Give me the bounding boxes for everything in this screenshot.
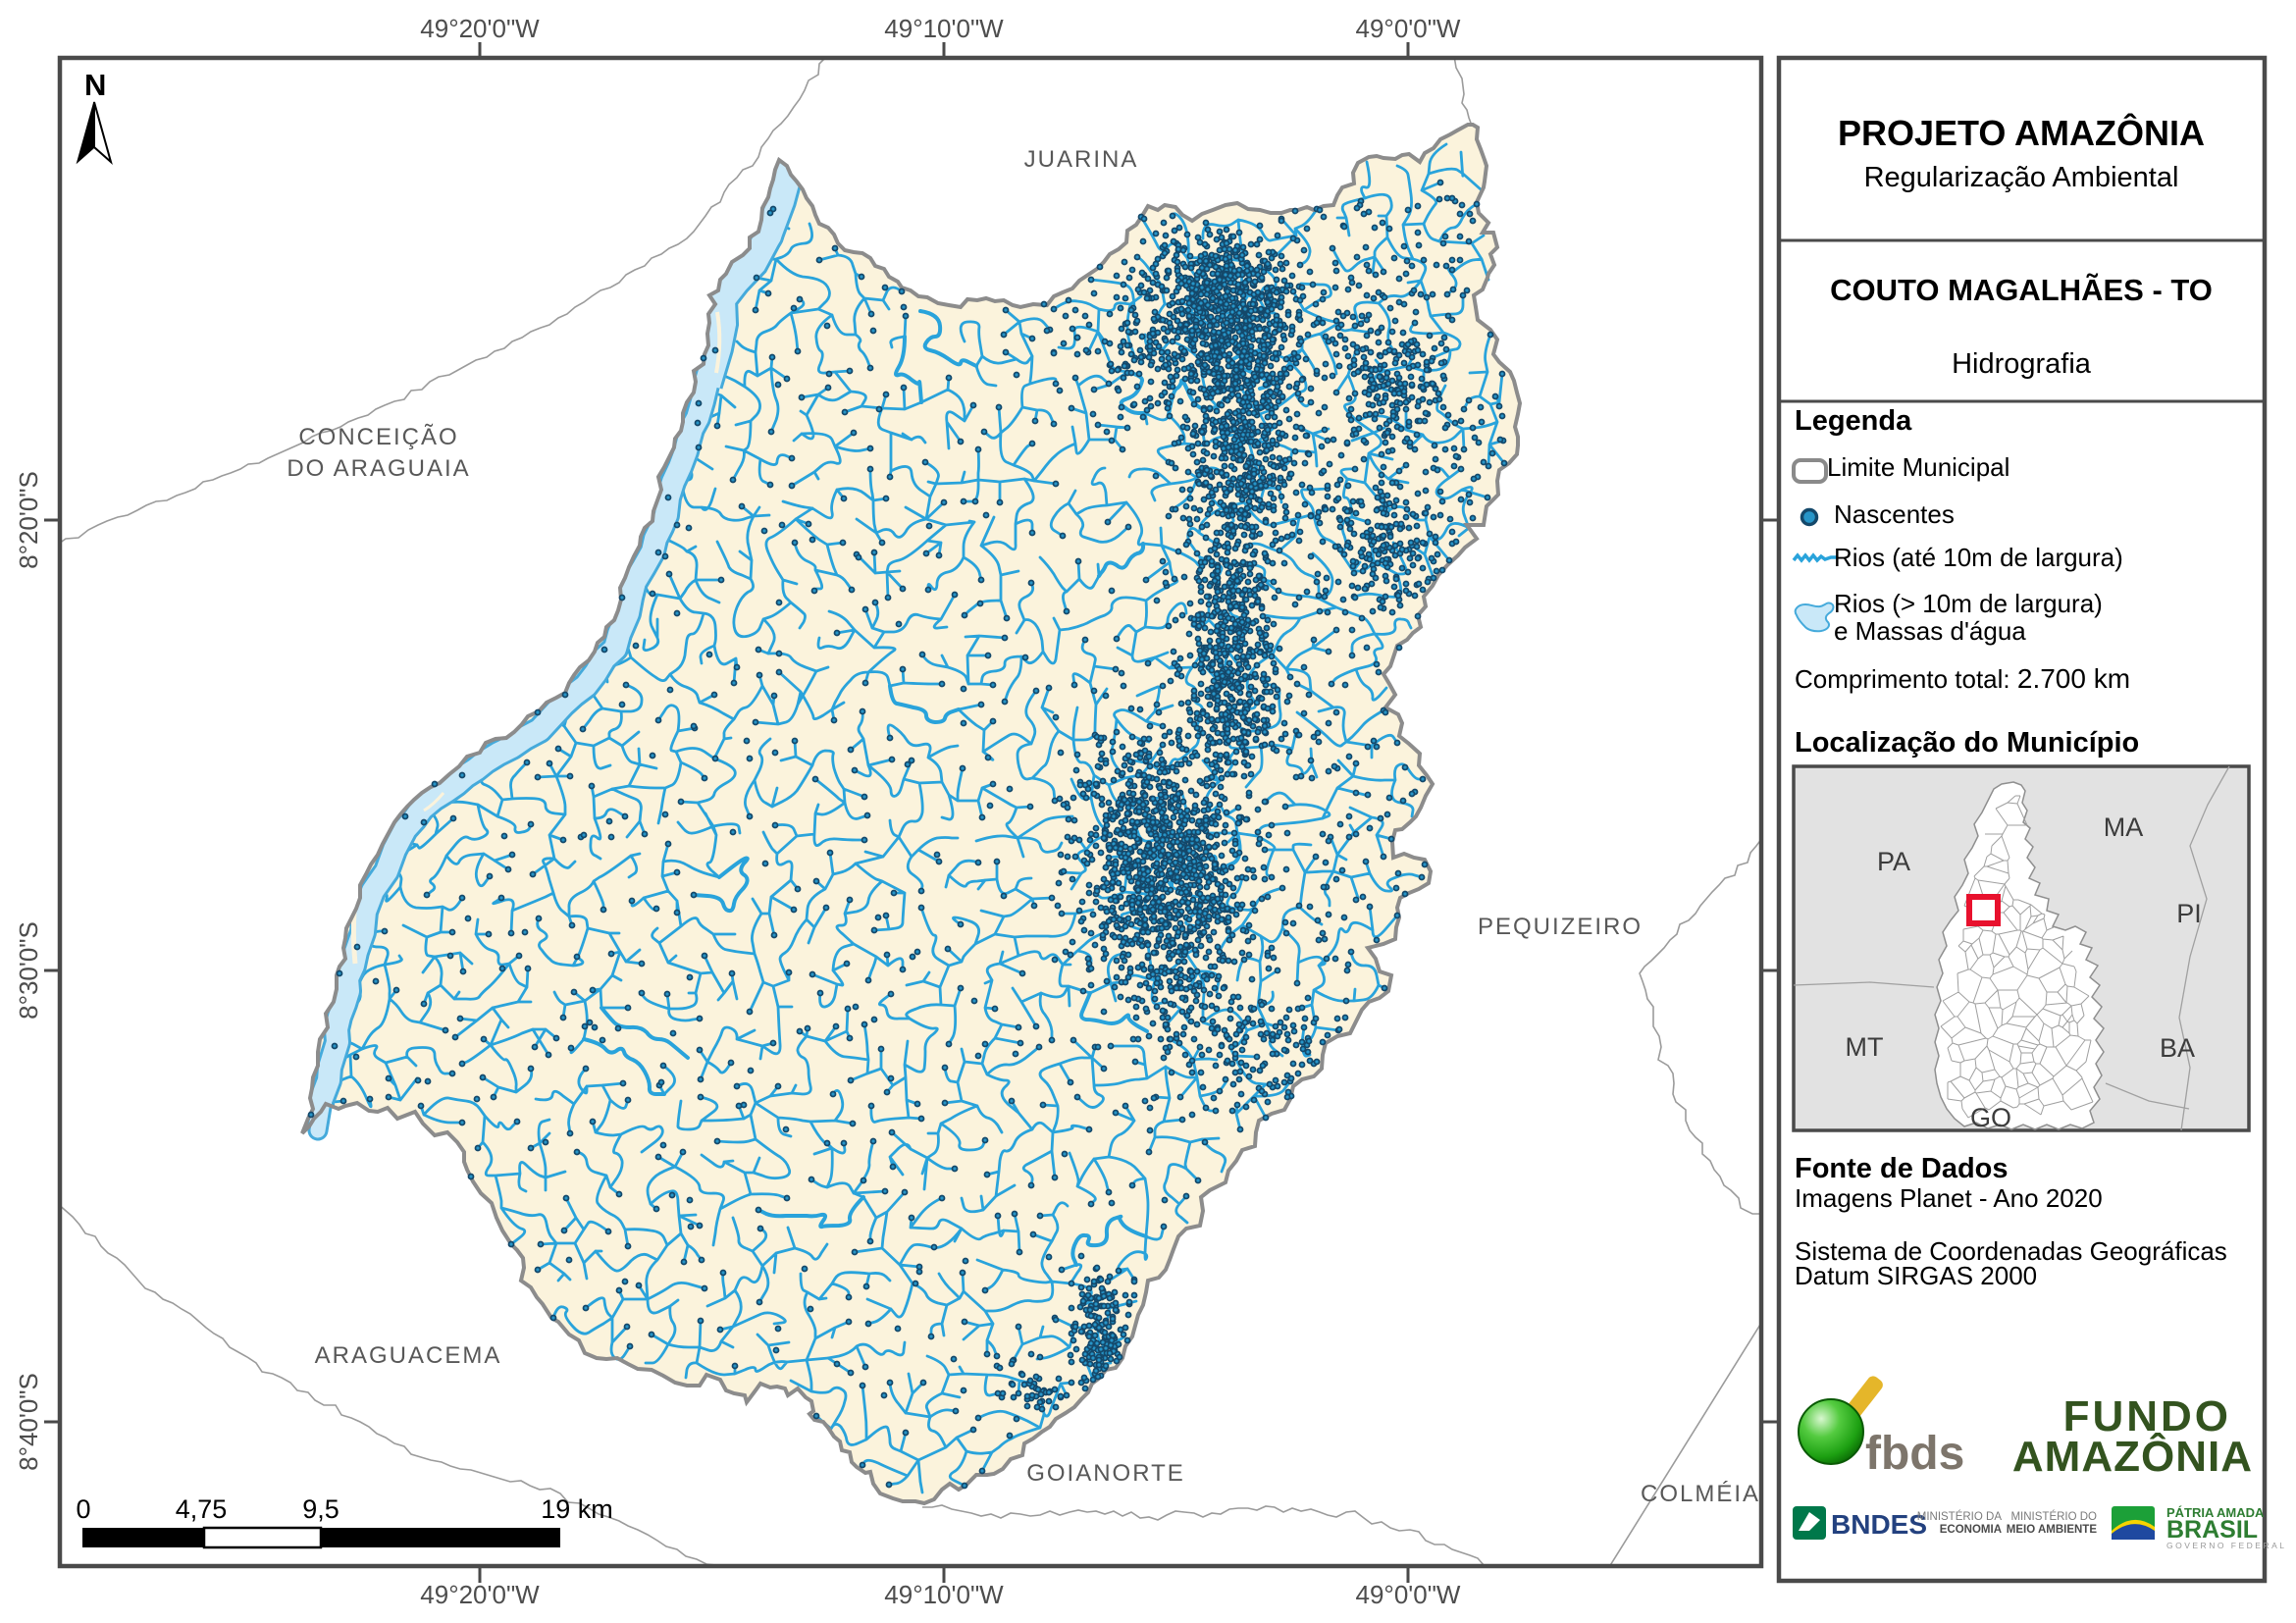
svg-text:49°0'0"W: 49°0'0"W (1356, 14, 1461, 43)
svg-text:8°30'0"S: 8°30'0"S (14, 921, 43, 1020)
svg-text:8°40'0"S: 8°40'0"S (14, 1373, 43, 1471)
svg-text:DO ARAGUAIA: DO ARAGUAIA (287, 455, 470, 482)
svg-text:N: N (84, 68, 106, 102)
svg-text:JUARINA: JUARINA (1024, 146, 1139, 173)
svg-text:Hidrografia: Hidrografia (1952, 348, 2092, 380)
svg-text:Limite Municipal: Limite Municipal (1827, 452, 2009, 482)
svg-text:4,75: 4,75 (176, 1494, 228, 1524)
svg-text:8°20'0"S: 8°20'0"S (14, 471, 43, 569)
svg-text:PA: PA (1877, 847, 1910, 876)
svg-text:49°10'0"W: 49°10'0"W (884, 14, 1004, 43)
svg-text:49°20'0"W: 49°20'0"W (420, 1580, 540, 1609)
svg-text:MA: MA (2104, 812, 2144, 842)
svg-text:49°20'0"W: 49°20'0"W (420, 14, 540, 43)
svg-text:BA: BA (2160, 1033, 2195, 1063)
svg-text:CONCEIÇÃO: CONCEIÇÃO (298, 424, 458, 450)
svg-text:COLMÉIA: COLMÉIA (1641, 1481, 1760, 1507)
svg-text:Localização do Município: Localização do Município (1795, 727, 2139, 759)
svg-text:COUTO MAGALHÃES - TO: COUTO MAGALHÃES - TO (1830, 273, 2213, 307)
svg-text:PROJETO AMAZÔNIA: PROJETO AMAZÔNIA (1838, 112, 2205, 153)
svg-text:Rios (até 10m de largura): Rios (até 10m de largura) (1834, 543, 2123, 572)
svg-text:MT: MT (1846, 1032, 1884, 1062)
svg-text:19 km: 19 km (541, 1494, 613, 1524)
svg-text:Nascentes: Nascentes (1834, 499, 1955, 529)
svg-text:GO: GO (1970, 1103, 2011, 1132)
svg-text:ARAGUACEMA: ARAGUACEMA (315, 1342, 502, 1369)
svg-text:Rios (> 10m de largura): Rios (> 10m de largura) (1834, 589, 2103, 618)
svg-text:Legenda: Legenda (1795, 405, 1912, 437)
svg-text:e Massas d'água: e Massas d'água (1834, 616, 2026, 646)
svg-text:Imagens Planet - Ano 2020: Imagens Planet - Ano 2020 (1795, 1183, 2103, 1213)
svg-text:9,5: 9,5 (302, 1494, 339, 1524)
svg-text:Comprimento total: 2.700 km: Comprimento total: 2.700 km (1795, 663, 2130, 694)
svg-text:49°10'0"W: 49°10'0"W (884, 1580, 1004, 1609)
svg-text:PI: PI (2176, 899, 2202, 928)
svg-text:GOIANORTE: GOIANORTE (1026, 1460, 1185, 1487)
svg-text:PEQUIZEIRO: PEQUIZEIRO (1478, 914, 1643, 940)
svg-text:Regularização Ambiental: Regularização Ambiental (1864, 162, 2179, 193)
svg-text:0: 0 (76, 1494, 90, 1524)
svg-text:Fonte de Dados: Fonte de Dados (1795, 1153, 2009, 1184)
svg-text:49°0'0"W: 49°0'0"W (1356, 1580, 1461, 1609)
